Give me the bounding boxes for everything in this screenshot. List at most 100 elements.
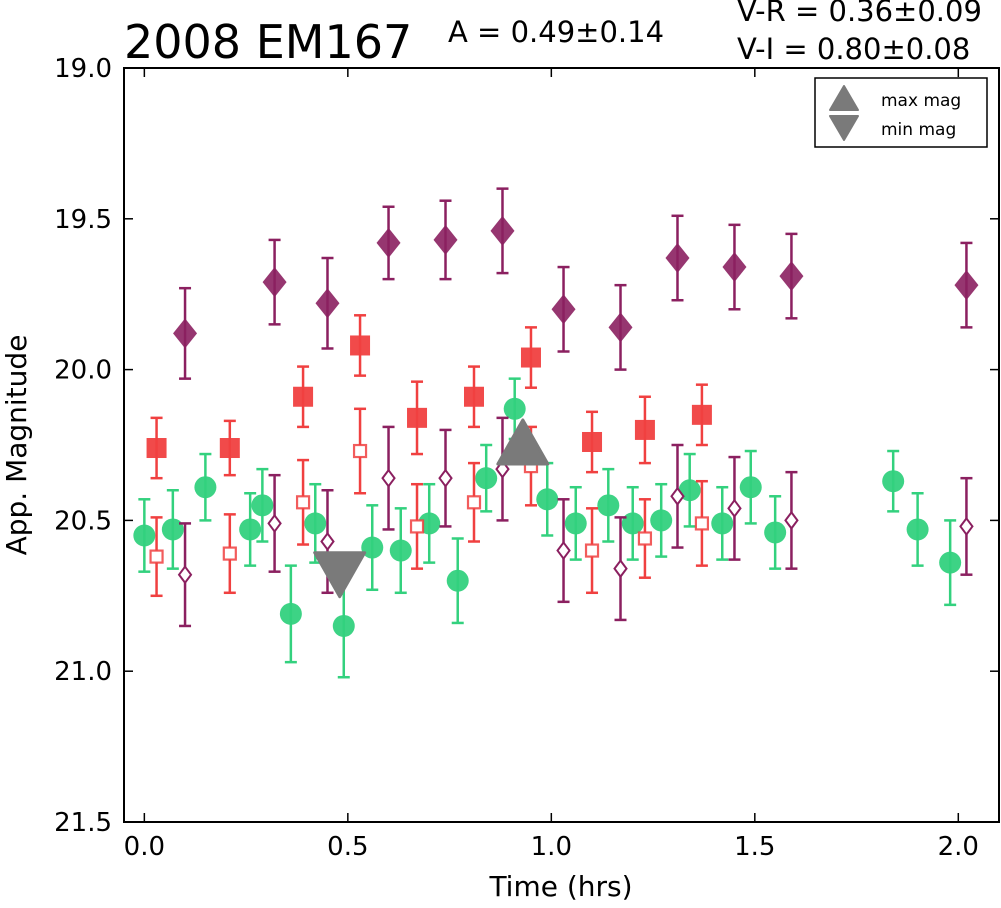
series-4-diamond-open xyxy=(177,416,974,628)
data-point xyxy=(597,494,620,517)
min-mag-marker xyxy=(313,551,367,599)
data-point xyxy=(352,443,368,459)
y-tick-label: 21.0 xyxy=(54,657,112,687)
data-point xyxy=(691,404,712,425)
data-point xyxy=(906,518,929,541)
data-point xyxy=(939,551,962,574)
data-point xyxy=(727,498,742,519)
data-point xyxy=(551,294,576,325)
x-tick-label: 2.0 xyxy=(938,832,979,862)
data-point xyxy=(381,468,396,488)
data-point xyxy=(556,540,571,561)
series-3-diamond-filled xyxy=(173,187,979,380)
data-point xyxy=(739,476,762,499)
legend-min-mag-marker xyxy=(829,115,859,141)
data-point xyxy=(446,569,469,592)
y-tick-label: 21.5 xyxy=(54,808,112,838)
legend-max-mag-marker xyxy=(829,85,859,111)
data-point xyxy=(637,531,653,546)
x-tick-label: 0.5 xyxy=(327,832,368,862)
data-point xyxy=(315,288,340,319)
data-point xyxy=(304,512,327,535)
data-point xyxy=(222,546,237,561)
data-point xyxy=(279,602,302,625)
data-point xyxy=(433,224,458,255)
data-point xyxy=(219,438,240,459)
data-point xyxy=(608,312,633,343)
legend-min-mag-label: min mag xyxy=(881,120,956,140)
legend: max mag min mag xyxy=(814,77,988,148)
data-point xyxy=(564,512,587,535)
data-point xyxy=(621,512,644,535)
v-r-annotation: V-R = 0.36±0.09 xyxy=(737,0,982,28)
data-point xyxy=(332,614,355,637)
amplitude-annotation: A = 0.49±0.14 xyxy=(448,15,664,49)
y-tick-label: 19.0 xyxy=(54,54,112,84)
max-mag-marker xyxy=(496,418,550,466)
y-tick-label: 20.0 xyxy=(54,356,112,386)
y-tick-label: 20.5 xyxy=(54,506,112,536)
data-point xyxy=(584,543,600,558)
data-point xyxy=(959,516,974,537)
data-point xyxy=(466,495,482,510)
chart-title: 2008 EM167 xyxy=(124,15,412,69)
data-point xyxy=(784,510,799,531)
data-point xyxy=(634,419,655,440)
x-axis-label: Time (hrs) xyxy=(488,870,632,903)
data-point xyxy=(722,252,747,283)
data-point xyxy=(650,509,673,532)
data-point xyxy=(954,270,979,301)
data-marks xyxy=(133,187,979,679)
x-tick-label: 0.0 xyxy=(124,832,165,862)
v-i-annotation: V-I = 0.80±0.08 xyxy=(737,32,970,66)
plot-frame xyxy=(123,67,1000,823)
data-point xyxy=(613,558,628,579)
data-point xyxy=(711,512,734,535)
data-point xyxy=(665,243,690,274)
data-point xyxy=(582,431,603,452)
data-point xyxy=(779,261,804,292)
axis-ticks: 0.0 0.5 1.0 1.5 2.0 19.0 19.5 20.0 20.5 21.0 21.5 xyxy=(54,54,999,862)
data-point xyxy=(520,347,541,368)
data-point xyxy=(490,215,515,246)
data-point xyxy=(694,516,710,531)
data-point xyxy=(438,468,453,488)
data-point xyxy=(173,318,198,349)
data-point xyxy=(764,521,787,544)
series-0-circle-filled xyxy=(133,377,962,679)
x-tick-label: 1.5 xyxy=(734,832,775,862)
data-point xyxy=(464,386,484,407)
data-point xyxy=(350,335,371,356)
data-point xyxy=(262,267,287,298)
data-point xyxy=(295,495,311,510)
data-point xyxy=(194,476,217,499)
series-2-square-open xyxy=(149,407,710,598)
data-point xyxy=(389,539,412,562)
y-axis-label: App. Magnitude xyxy=(0,335,33,556)
data-point xyxy=(146,438,167,459)
data-point xyxy=(149,549,164,564)
data-point xyxy=(475,467,498,490)
data-point xyxy=(407,407,428,428)
data-point xyxy=(670,486,685,506)
data-point xyxy=(133,524,156,547)
data-point xyxy=(409,519,425,534)
data-point xyxy=(161,518,184,541)
data-point xyxy=(251,494,274,517)
data-point xyxy=(376,227,401,258)
data-point xyxy=(503,397,526,420)
data-point xyxy=(177,565,193,585)
data-point xyxy=(267,513,282,534)
data-point xyxy=(293,386,314,407)
x-tick-label: 1.0 xyxy=(531,832,572,862)
data-point xyxy=(239,518,262,541)
legend-max-mag-label: max mag xyxy=(881,91,961,111)
series-1-square-filled xyxy=(146,314,712,480)
data-point xyxy=(320,531,335,552)
data-point xyxy=(882,470,905,493)
data-point xyxy=(536,488,559,511)
data-point xyxy=(361,536,384,559)
y-tick-label: 19.5 xyxy=(54,205,112,235)
